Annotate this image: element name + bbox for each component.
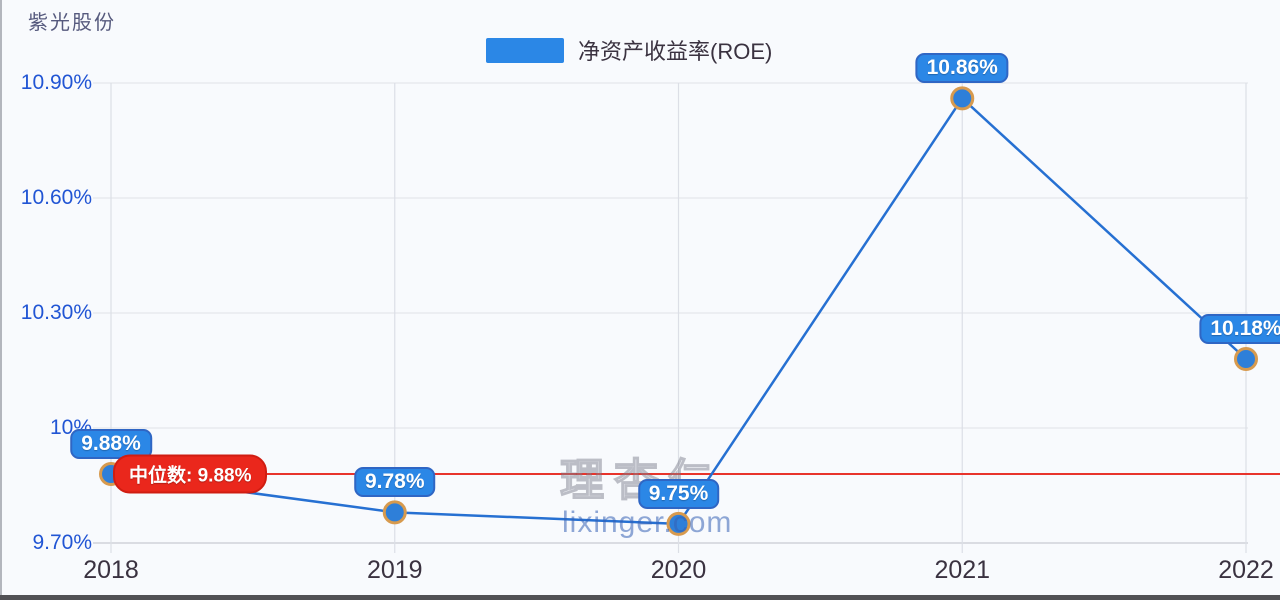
legend-swatch-icon: [486, 37, 564, 63]
data-point-label-2022: 10.18%: [1199, 314, 1280, 344]
data-point-marker-2021[interactable]: [950, 86, 975, 111]
legend-label: 净资产收益率(ROE): [578, 39, 773, 64]
data-point-marker-2022[interactable]: [1234, 347, 1258, 371]
x-axis-tick-label: 2020: [650, 556, 707, 584]
y-axis-tick-label: 10.30%: [20, 301, 92, 324]
legend[interactable]: 净资产收益率(ROE): [486, 34, 772, 66]
data-point-marker-2020[interactable]: [666, 511, 691, 536]
x-axis-tick-label: 2022: [1218, 556, 1274, 584]
data-point-marker-2019[interactable]: [382, 500, 407, 525]
chart-title: 紫光股份: [28, 12, 116, 34]
data-point-label-2019: 9.78%: [353, 467, 436, 498]
data-point-label-2021: 10.86%: [915, 53, 1009, 84]
x-axis-tick-label: 2021: [934, 556, 991, 584]
x-axis-tick-label: 2018: [83, 556, 139, 584]
data-point-label-2018: 9.88%: [70, 429, 152, 459]
window-edge-bottom: [0, 595, 1280, 600]
x-axis-tick-label: 2019: [366, 556, 423, 584]
y-axis-tick-label: 10.90%: [20, 71, 92, 94]
window-edge-left: [0, 0, 2, 600]
median-label: 中位数: 9.88%: [113, 454, 268, 494]
data-point-label-2020: 9.75%: [637, 478, 720, 509]
y-axis-tick-label: 10.60%: [20, 186, 92, 209]
y-axis-tick-label: 9.70%: [32, 531, 92, 554]
